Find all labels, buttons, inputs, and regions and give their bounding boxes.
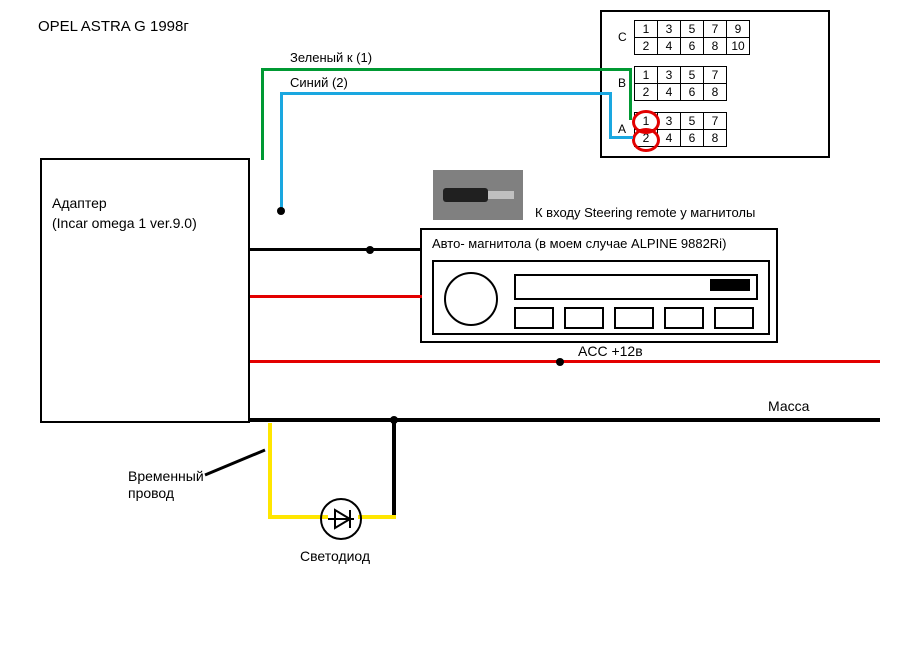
wire-blue-v2 (609, 92, 612, 138)
connector-row-c-label: C (618, 30, 627, 44)
temp-wire-pointer (200, 445, 270, 485)
temp-wire-label-2: провод (128, 485, 174, 501)
wire-red-acc (250, 360, 880, 363)
wire-mass-down (392, 418, 396, 518)
adapter-label-2: (Incar omega 1 ver.9.0) (52, 215, 197, 231)
radio-box: Авто- магнитола (в моем случае ALPINE 98… (420, 228, 778, 343)
wire-yellow-left-h (268, 515, 328, 519)
node-mass (390, 416, 398, 424)
led-label: Светодиод (300, 548, 370, 564)
wire-green-label: Зеленый к (1) (290, 50, 372, 65)
radio-btn-5 (714, 307, 754, 329)
wire-mass-h (250, 418, 880, 422)
connector-row-b-label: B (618, 76, 626, 90)
radio-label: Авто- магнитола (в моем случае ALPINE 98… (432, 236, 726, 251)
led-symbol (320, 498, 362, 540)
connector-row-b: 1357 2468 (634, 66, 727, 101)
node-acc (556, 358, 564, 366)
radio-btn-1 (514, 307, 554, 329)
wire-red-radio (250, 295, 422, 298)
connector-row-c: 13579 246810 (634, 20, 750, 55)
wire-green-v (261, 68, 264, 160)
node-blue (277, 207, 285, 215)
adapter-label-1: Адаптер (52, 195, 107, 211)
wire-blue-label: Синий (2) (290, 75, 348, 90)
jack-box (433, 170, 523, 220)
wire-jack-label: К входу Steering remote у магнитолы (535, 205, 755, 220)
wire-green-v2 (629, 68, 632, 120)
adapter-box: Адаптер (Incar omega 1 ver.9.0) (40, 158, 250, 423)
wire-blue-h2 (609, 136, 633, 139)
wire-yellow-right-h (358, 515, 396, 519)
diagram-title: OPEL ASTRA G 1998г (38, 18, 189, 35)
radio-btn-3 (614, 307, 654, 329)
wire-acc-label: ACC +12в (578, 343, 643, 359)
wire-jack (250, 248, 422, 251)
radio-btn-2 (564, 307, 604, 329)
radio-btn-4 (664, 307, 704, 329)
wire-mass-label: Масса (768, 398, 809, 414)
connector-row-a-label: A (618, 122, 626, 136)
wire-blue-v (280, 92, 283, 210)
wire-green-h (261, 68, 632, 71)
wire-blue-h (280, 92, 612, 95)
highlight-pin-2 (632, 128, 660, 152)
node-jack (366, 246, 374, 254)
temp-wire-label-1: Временный (128, 468, 204, 484)
